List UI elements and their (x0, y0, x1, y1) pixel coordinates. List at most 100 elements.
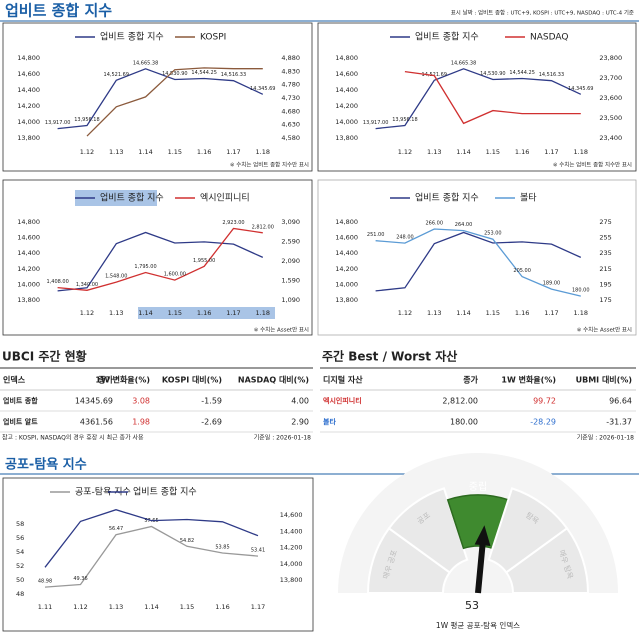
chart-box (2, 22, 313, 172)
legend-label: NASDAQ (530, 33, 568, 43)
data-label: 14,665.38 (133, 60, 158, 66)
series-line (57, 227, 263, 291)
x-tick-label: 1.17 (251, 603, 265, 611)
table-cell: 4.00 (291, 397, 309, 406)
data-label: 14,544.25 (509, 70, 534, 76)
table-note: 참고 : KOSPI, NASDAQ의 경우 휴장 시 최근 종가 사용 (2, 434, 144, 442)
table-cell: 엑시인피니티 (323, 396, 362, 405)
x-tick-label: 1.17 (226, 148, 240, 156)
column-header: KOSPI 대비(%) (162, 375, 222, 385)
y2-tick-label: 4,730 (281, 94, 300, 102)
table-cell: 4361.56 (80, 418, 113, 427)
data-label: 14,516.33 (539, 72, 564, 78)
table-date: 기준일 : 2026-01-18 (254, 434, 311, 442)
chart-note: ※ 수치는 Asset만 표시 (577, 326, 632, 334)
series-line (86, 67, 263, 137)
y2-tick-label: 4,630 (281, 121, 300, 129)
data-label: 248.00 (396, 235, 414, 241)
data-label: 253.00 (484, 231, 502, 237)
y2-tick-label: 23,600 (599, 94, 622, 102)
series-line (44, 509, 259, 568)
data-label: 266.00 (426, 221, 444, 227)
y2-tick-label: 4,580 (281, 134, 300, 142)
legend-label: 볼타 (520, 193, 537, 204)
y2-tick-label: 23,400 (599, 134, 622, 142)
y-tick-label: 13,800 (335, 296, 358, 304)
x-tick-label: 1.16 (515, 309, 529, 317)
data-label: 14,345.69 (568, 86, 593, 92)
data-label: 1,408.00 (47, 279, 69, 285)
table-cell: 볼타 (323, 417, 336, 426)
column-header: 1W 변화율(%) (95, 375, 150, 385)
y-tick-label: 14,000 (335, 118, 358, 126)
legend-label: 공포-탐욕 지수 (75, 486, 131, 498)
data-label: 14,530.90 (162, 71, 187, 77)
legend-label: KOSPI (200, 33, 226, 43)
x-tick-label: 1.15 (168, 309, 182, 317)
y2-tick-label: 275 (599, 218, 611, 226)
x-tick-label: 1.13 (427, 148, 441, 156)
chart-box (317, 179, 637, 336)
y2-tick-label: 14,000 (280, 560, 303, 568)
table-cell: 1.98 (132, 418, 150, 427)
series-line (375, 228, 581, 297)
y-tick-label: 14,800 (17, 218, 40, 226)
chart-note: ※ 수치는 업비트 종합 지수만 표시 (230, 161, 309, 169)
y2-tick-label: 4,880 (281, 54, 300, 62)
x-tick-label: 1.14 (138, 148, 152, 156)
y2-tick-label: 14,200 (280, 544, 303, 552)
data-label: 14,530.90 (480, 71, 505, 77)
x-tick-label: 1.15 (486, 148, 500, 156)
data-label: 14,345.69 (250, 86, 275, 92)
chart-box (317, 22, 637, 172)
chart-box (2, 179, 313, 336)
x-tick-label: 1.14 (138, 309, 152, 317)
data-label: 2,812.00 (252, 224, 274, 230)
selection-highlight (75, 190, 157, 206)
data-label: 14,521.69 (422, 72, 447, 78)
data-label: 205.00 (513, 268, 531, 274)
y2-tick-label: 195 (599, 280, 611, 288)
gauge-caption: 1W 평균 공포-탐욕 인덱스 (436, 620, 520, 630)
x-tick-label: 1.12 (80, 309, 94, 317)
table-cell: 업비트 종합 (3, 396, 38, 405)
data-label: 1,795.00 (134, 264, 156, 270)
data-label: 1,340.00 (76, 282, 98, 288)
x-tick-label: 1.13 (109, 309, 123, 317)
series-line (57, 231, 264, 292)
gauge-value: 53 (465, 599, 479, 612)
table-cell: 2.90 (291, 418, 309, 427)
y-tick-label: 14,400 (335, 249, 358, 257)
data-label: 14,544.25 (191, 70, 216, 76)
gauge-sector (504, 526, 590, 594)
y-tick-label: 14,200 (17, 265, 40, 273)
x-tick-label: 1.12 (80, 148, 94, 156)
x-tick-label: 1.17 (544, 148, 558, 156)
table-cell: 3.08 (132, 397, 150, 406)
legend-label: 엑시인피니티 (200, 192, 250, 204)
data-label: 264.00 (455, 222, 473, 228)
x-tick-label: 1.16 (197, 309, 211, 317)
table-date: 기준일 : 2026-01-18 (577, 434, 634, 442)
y-tick-label: 14,600 (335, 70, 358, 78)
y-tick-label: 14,200 (17, 102, 40, 110)
data-label: 13,917.00 (363, 120, 388, 126)
x-tick-label: 1.13 (109, 148, 123, 156)
table-cell: 14345.69 (75, 397, 113, 406)
y-tick-label: 50 (16, 576, 24, 584)
y-tick-label: 14,200 (335, 102, 358, 110)
data-label: 13,956.18 (392, 117, 417, 123)
data-label: 13,917.00 (45, 120, 70, 126)
column-header: NASDAQ 대비(%) (238, 375, 309, 385)
y-tick-label: 14,000 (17, 280, 40, 288)
x-tick-label: 1.18 (256, 148, 270, 156)
data-label: 1,600.00 (164, 272, 186, 278)
legend-label: 업비트 종합 지수 (415, 32, 479, 43)
data-label: 56.47 (109, 526, 123, 532)
column-header: 디지털 자산 (323, 375, 363, 385)
y-tick-label: 14,400 (17, 86, 40, 94)
selection-highlight (138, 307, 275, 319)
x-tick-label: 1.15 (180, 603, 194, 611)
data-label: 53.41 (251, 548, 265, 554)
